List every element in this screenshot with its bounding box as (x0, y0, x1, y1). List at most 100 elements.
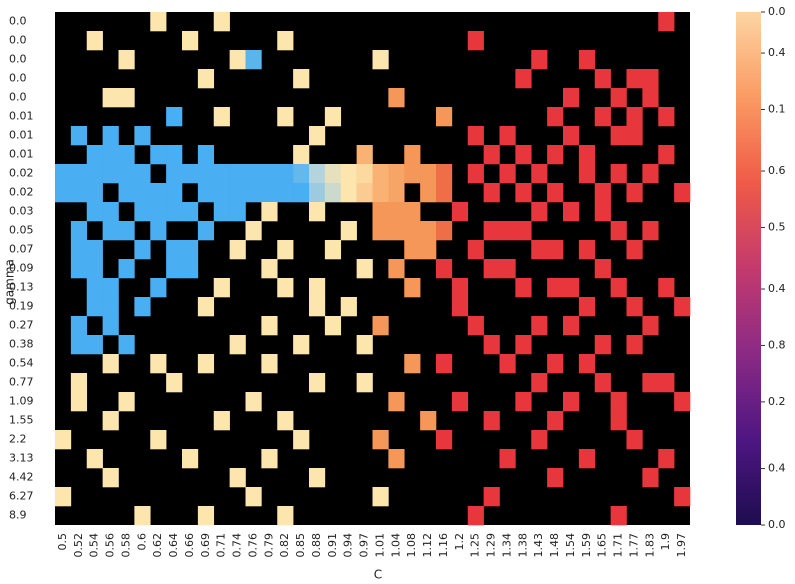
y-axis-label: gamma (3, 259, 17, 305)
heatmap-cell (309, 183, 326, 203)
y-tick-label: 0.54 (9, 357, 34, 370)
heatmap-cell (404, 354, 421, 374)
heatmap-cell (467, 164, 484, 184)
x-tick-label: 0.85 (294, 533, 307, 558)
heatmap-cell (134, 126, 151, 146)
heatmap-cell (261, 164, 278, 184)
heatmap-cell (229, 183, 246, 203)
heatmap-cell (261, 449, 278, 469)
heatmap-cell (277, 278, 294, 298)
y-tick-label: 0.03 (9, 205, 34, 218)
heatmap-cell (134, 183, 151, 203)
heatmap-cell (356, 164, 373, 184)
heatmap-cell (515, 145, 532, 165)
heatmap-cell (610, 88, 627, 108)
heatmap-cell (578, 297, 596, 317)
heatmap-cell (309, 126, 326, 146)
heatmap-cell (674, 487, 691, 507)
heatmap-cell (150, 430, 167, 450)
heatmap-cell (451, 297, 469, 317)
heatmap-cell (467, 31, 484, 51)
heatmap-cell (213, 278, 230, 298)
heatmap-cell (674, 183, 691, 203)
colorbar-tick-label: 0.4 (768, 46, 786, 59)
heatmap-cell (277, 506, 294, 526)
heatmap-cell (70, 392, 88, 412)
heatmap-cell (229, 202, 246, 222)
heatmap-cell (626, 107, 643, 127)
y-tick-label: 4.42 (9, 471, 34, 484)
heatmap-cell (547, 468, 564, 488)
heatmap-cell (578, 164, 596, 184)
heatmap-cell (261, 354, 278, 374)
heatmap-cell (86, 202, 103, 222)
heatmap-cell (420, 183, 437, 203)
x-tick-label: 0.71 (215, 533, 228, 558)
heatmap-cell (499, 221, 516, 241)
heatmap-cell (86, 335, 103, 355)
heatmap-cell (594, 202, 611, 222)
heatmap-cell (547, 411, 564, 431)
x-tick-label: 0.62 (151, 533, 164, 558)
heatmap-cell (531, 164, 548, 184)
heatmap-cell (420, 164, 437, 184)
heatmap-cell (610, 126, 627, 146)
heatmap-cell (245, 221, 262, 241)
heatmap-cell (626, 297, 643, 317)
heatmap-cell (436, 164, 453, 184)
heatmap-cell (563, 278, 580, 298)
heatmap-cell (436, 221, 453, 241)
heatmap-cell (515, 221, 532, 241)
heatmap-cell (626, 126, 643, 146)
heatmap-cell (293, 164, 310, 184)
x-tick-label: 1.54 (564, 533, 577, 558)
y-tick-label: 0.01 (9, 129, 34, 142)
heatmap-cell (55, 164, 72, 184)
x-tick-label: 1.08 (405, 533, 418, 558)
heatmap-cell (340, 164, 357, 184)
x-tick-label: 1.48 (548, 533, 561, 558)
heatmap-cell (102, 221, 119, 241)
heatmap-cell (102, 164, 119, 184)
heatmap-cell (150, 278, 167, 298)
heatmap-cell (642, 221, 659, 241)
heatmap-cell (324, 164, 342, 184)
heatmap-cell (134, 297, 151, 317)
heatmap-cell (388, 259, 405, 279)
heatmap-cell (70, 316, 88, 336)
heatmap-cell (102, 88, 119, 108)
heatmap-cell (531, 202, 548, 222)
x-tick-label: 0.52 (72, 533, 85, 558)
heatmap-cell (213, 411, 230, 431)
heatmap-cell (86, 145, 103, 165)
heatmap-cell (547, 240, 564, 260)
heatmap-cell (420, 411, 437, 431)
heatmap-cell (245, 392, 262, 412)
x-tick-label: 0.58 (119, 533, 132, 558)
heatmap-cell (55, 183, 72, 203)
y-tick-label: 1.55 (9, 414, 34, 427)
heatmap-cell (356, 335, 373, 355)
heatmap-cell (182, 31, 199, 51)
heatmap-cell (420, 240, 437, 260)
heatmap-cell (70, 259, 88, 279)
heatmap-cell (134, 202, 151, 222)
heatmap-cell (563, 316, 580, 336)
heatmap-cell (467, 316, 484, 336)
heatmap-cell (197, 506, 215, 526)
x-tick-label: 0.91 (326, 533, 339, 558)
heatmap-cell (420, 221, 437, 241)
heatmap-cell (229, 468, 246, 488)
heatmap-cell (658, 107, 675, 127)
y-tick-label: 0.02 (9, 167, 34, 180)
heatmap-cell (372, 316, 389, 336)
heatmap-cell (642, 69, 659, 89)
y-tick-label: 0.07 (9, 243, 34, 256)
heatmap-cell (515, 392, 532, 412)
heatmap-cell (642, 468, 659, 488)
heatmap-cell (70, 335, 88, 355)
heatmap-cell (610, 392, 627, 412)
heatmap-cell (340, 297, 357, 317)
heatmap-cell (277, 164, 294, 184)
x-tick-label: 0.5 (56, 533, 69, 551)
